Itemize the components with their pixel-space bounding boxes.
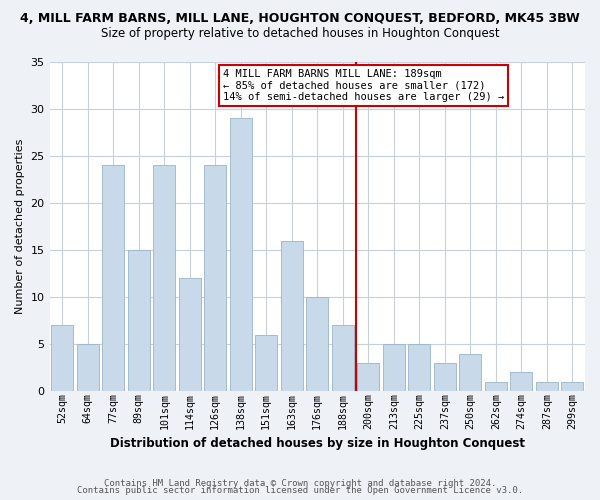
Text: 4, MILL FARM BARNS, MILL LANE, HOUGHTON CONQUEST, BEDFORD, MK45 3BW: 4, MILL FARM BARNS, MILL LANE, HOUGHTON …	[20, 12, 580, 26]
Bar	[154, 165, 175, 392]
Bar	[358, 363, 379, 392]
Bar	[434, 363, 455, 392]
Bar	[205, 165, 226, 392]
Bar	[511, 372, 532, 392]
Bar	[383, 344, 404, 392]
Text: Size of property relative to detached houses in Houghton Conquest: Size of property relative to detached ho…	[101, 28, 499, 40]
Bar	[77, 344, 98, 392]
Bar	[332, 326, 353, 392]
Bar	[460, 354, 481, 392]
Text: 4 MILL FARM BARNS MILL LANE: 189sqm
← 85% of detached houses are smaller (172)
1: 4 MILL FARM BARNS MILL LANE: 189sqm ← 85…	[223, 69, 504, 102]
X-axis label: Distribution of detached houses by size in Houghton Conquest: Distribution of detached houses by size …	[110, 437, 525, 450]
Bar	[307, 297, 328, 392]
Bar	[256, 334, 277, 392]
Bar	[409, 344, 430, 392]
Bar	[128, 250, 149, 392]
Bar	[536, 382, 557, 392]
Bar	[103, 165, 124, 392]
Text: Contains HM Land Registry data © Crown copyright and database right 2024.: Contains HM Land Registry data © Crown c…	[104, 478, 496, 488]
Bar	[230, 118, 251, 392]
Y-axis label: Number of detached properties: Number of detached properties	[15, 138, 25, 314]
Bar	[485, 382, 506, 392]
Bar	[562, 382, 583, 392]
Bar	[179, 278, 200, 392]
Bar	[281, 240, 302, 392]
Bar	[52, 326, 73, 392]
Text: Contains public sector information licensed under the Open Government Licence v3: Contains public sector information licen…	[77, 486, 523, 495]
